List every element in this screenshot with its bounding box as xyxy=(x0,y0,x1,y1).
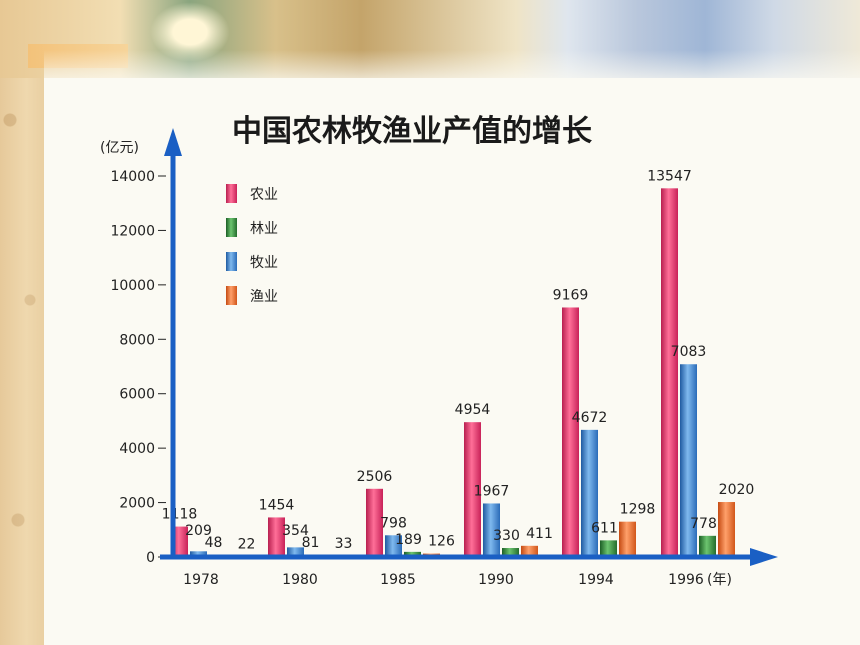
x-axis-unit: (年) xyxy=(707,572,732,588)
bar-1994-渔业 xyxy=(619,521,636,557)
data-label-1978-农业: 1118 xyxy=(162,507,198,523)
data-label-1994-农业: 9169 xyxy=(553,287,589,303)
data-label-1980-渔业: 33 xyxy=(335,536,353,552)
data-label-1990-农业: 4954 xyxy=(455,402,491,418)
bar-1985-林业 xyxy=(404,551,421,557)
data-label-1990-渔业: 411 xyxy=(526,526,553,542)
bar-1994-林业 xyxy=(600,540,617,557)
bar-1996-渔业 xyxy=(718,502,735,557)
data-label-1985-渔业: 126 xyxy=(428,534,455,550)
y-axis-arrow xyxy=(164,128,182,156)
data-label-1994-牧业: 4672 xyxy=(572,410,608,426)
data-label-1980-牧业: 354 xyxy=(282,523,309,539)
y-axis-ticks: 0 2000 4000 6000 8000 10000 12000 14000 xyxy=(110,169,166,566)
y-tick-label: 6000 xyxy=(119,387,155,403)
bar-1990-渔业 xyxy=(521,545,538,557)
bar-1996-农业 xyxy=(661,188,678,557)
legend-swatch-农业 xyxy=(226,184,237,203)
data-label-1978-牧业: 209 xyxy=(185,523,212,539)
y-tick-label: 0 xyxy=(146,550,155,566)
axes xyxy=(160,128,778,566)
bar-1978-牧业 xyxy=(190,551,207,557)
legend-label-农业: 农业 xyxy=(250,187,278,203)
banner-fade xyxy=(44,50,860,90)
y-axis-unit: (亿元) xyxy=(100,140,139,156)
x-tick-label: 1978 xyxy=(183,572,219,588)
bar-1980-农业 xyxy=(268,517,285,557)
data-label-1978-林业: 48 xyxy=(205,535,223,551)
data-label-1990-林业: 330 xyxy=(493,528,520,544)
bar-1990-农业 xyxy=(464,422,481,557)
y-tick-label: 12000 xyxy=(110,223,155,239)
legend-swatch-牧业 xyxy=(226,252,237,271)
bar-1980-牧业 xyxy=(287,547,304,557)
y-tick-label: 4000 xyxy=(119,441,155,457)
y-tick-label: 2000 xyxy=(119,496,155,512)
data-label-1994-林业: 611 xyxy=(591,520,618,536)
data-label-1985-林业: 189 xyxy=(395,532,422,548)
legend-swatch-林业 xyxy=(226,218,237,237)
bar-1985-牧业 xyxy=(385,535,402,557)
x-axis-arrow xyxy=(750,548,778,566)
bar-1994-农业 xyxy=(562,307,579,557)
bar-1996-牧业 xyxy=(680,364,697,557)
chart-title: 中国农林牧渔业产值的增长 xyxy=(232,114,592,149)
x-tick-label: 1994 xyxy=(578,572,614,588)
legend-label-林业: 林业 xyxy=(250,221,278,237)
data-label-1978-渔业: 22 xyxy=(238,536,256,552)
data-label-1996-农业: 13547 xyxy=(647,168,692,184)
data-label-1996-牧业: 7083 xyxy=(671,344,707,360)
bars xyxy=(171,188,735,557)
data-label-1980-农业: 1454 xyxy=(259,497,295,513)
legend-label-渔业: 渔业 xyxy=(250,289,278,305)
y-tick-label: 10000 xyxy=(110,278,155,294)
bar-1996-林业 xyxy=(699,535,716,557)
x-tick-label: 1985 xyxy=(380,572,416,588)
bar-1990-林业 xyxy=(502,548,519,557)
data-label-1994-渔业: 1298 xyxy=(620,502,656,518)
data-label-1996-林业: 778 xyxy=(690,516,717,532)
data-label-1996-渔业: 2020 xyxy=(719,482,755,498)
data-label-1985-牧业: 798 xyxy=(380,515,407,531)
x-axis-ticks: 1978 1980 1985 1990 1994 1996 xyxy=(183,572,704,588)
data-label-1990-牧业: 1967 xyxy=(474,483,510,499)
bar-1990-牧业 xyxy=(483,503,500,557)
legend-swatch-渔业 xyxy=(226,286,237,305)
legend-label-牧业: 牧业 xyxy=(250,255,278,271)
y-tick-label: 8000 xyxy=(119,332,155,348)
data-label-1980-林业: 81 xyxy=(302,535,320,551)
y-tick-label: 14000 xyxy=(110,169,155,185)
bar-1994-牧业 xyxy=(581,429,598,557)
data-label-1985-农业: 2506 xyxy=(357,469,393,485)
bar-1985-农业 xyxy=(366,488,383,557)
x-tick-label: 1980 xyxy=(282,572,318,588)
parchment-border xyxy=(0,0,44,645)
x-tick-label: 1996 xyxy=(668,572,704,588)
x-tick-label: 1990 xyxy=(478,572,514,588)
